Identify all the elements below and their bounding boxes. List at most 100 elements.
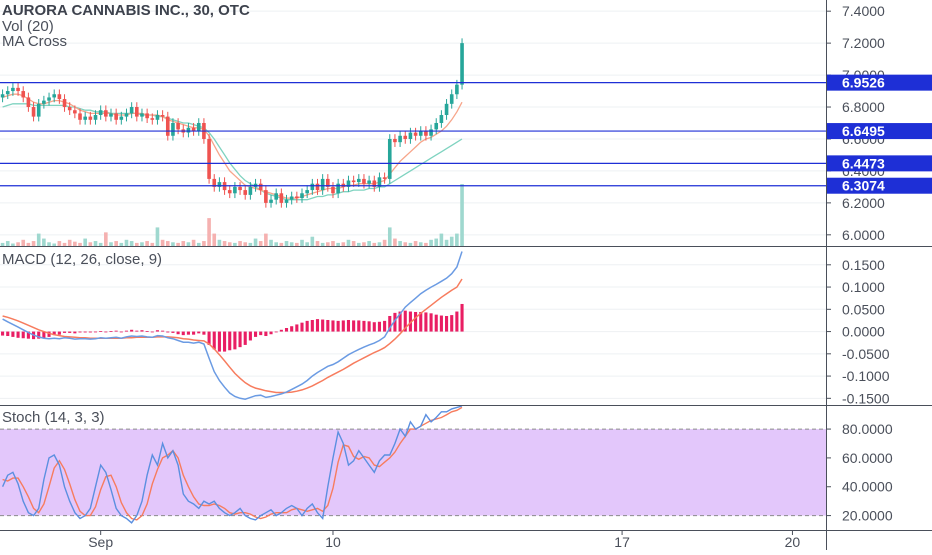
x-tick-label: Sep [88,534,113,550]
macd-y-tick-label: -0.0500 [842,346,890,362]
volume-bar [444,239,449,246]
macd-histogram-bar [212,331,216,350]
price-level-label: 6.9526 [842,75,885,91]
candle-body [284,199,289,203]
volume-bar [300,239,304,246]
macd-histogram-bar [181,331,185,336]
volume-bar [382,239,387,246]
candle-body [93,115,98,120]
macd-histogram-bar [186,331,190,335]
macd-histogram-bar [161,330,165,332]
macd-histogram-bar [326,319,330,332]
macd-histogram-bar [393,312,397,332]
volume-bar [356,242,361,246]
price-y-tick-label: 7.4000 [842,3,885,19]
candle-body [460,43,464,85]
macd-histogram-bar [403,310,407,332]
volume-bar [98,242,103,246]
candle-body [367,180,371,184]
volume-bar [171,242,175,246]
macd-histogram-bar [383,320,387,332]
candle-body [16,87,20,92]
volume-bar [5,241,10,246]
macd-histogram-bar [109,331,113,332]
candle-body [5,91,10,95]
volume-bar [341,242,346,246]
candle-body [42,100,46,104]
macd-histogram-bar [73,331,77,334]
price-y-tick-label: 6.8000 [842,99,885,115]
candle-body [196,123,201,131]
macd-histogram-bar [238,331,242,348]
volume-bar [155,227,160,246]
volume-bar [248,242,253,246]
volume-bar [346,239,351,246]
macd-histogram-bar [68,331,72,333]
volume-bar [191,239,196,246]
price-level-label: 6.6495 [842,123,885,139]
macd-histogram-bar [124,330,129,332]
macd-histogram-bar [93,331,98,333]
volume-bar [320,242,325,246]
candle-body [186,127,191,133]
volume-bar [418,242,423,246]
macd-panel-label: MACD (12, 26, close, 9) [2,251,163,268]
macd-histogram-bar [321,319,325,332]
volume-bar [274,242,279,246]
price-level-label-box [827,155,932,172]
macd-histogram-bar [37,331,41,339]
candle-body [351,180,356,183]
candle-body [21,91,26,98]
macd-histogram-bar [176,331,180,335]
candle-body [104,110,108,117]
volume-bar [114,241,118,246]
macd-histogram-bar [455,311,459,332]
volume-bar [186,242,191,246]
volume-bar [196,242,201,246]
stoch-k-line [1,405,463,524]
candle-body [217,182,222,187]
candle-body [31,107,36,117]
macd-histogram-bar [83,331,87,333]
price-level-label-box [827,74,932,91]
candle-body [274,193,279,200]
volume-bar [67,239,72,246]
macd-histogram-bar [450,315,454,332]
macd-histogram-bar [6,331,10,337]
volume-bar [11,243,15,246]
candle-body [129,107,134,114]
candle-body [326,178,330,187]
candle-body [119,116,124,120]
price-level-label-box [827,123,932,140]
volume-bar [140,242,144,246]
macd-histogram-bar [305,320,309,332]
candle-body [171,123,175,136]
candle-body [248,186,253,195]
candle-body [212,178,217,187]
candle-body [439,115,444,123]
volume-bar [88,242,93,246]
macd-histogram-bar [78,331,82,333]
candle-body [52,94,57,98]
macd-histogram-bar [135,330,139,332]
candle-body [310,183,315,191]
volume-bar [362,242,366,246]
candle-body [238,186,242,191]
candle-body [36,103,41,117]
volume-bar [21,239,26,246]
macd-histogram-bar [228,331,232,351]
price-y-tick-label: 6.2000 [842,195,885,211]
candle-body [243,190,248,195]
volume-bar [387,227,392,246]
candle-body [315,183,320,191]
macd-histogram-bar [357,320,361,332]
macd-histogram-bar [259,331,263,336]
macd-histogram-bar [352,320,356,332]
macd-histogram-bar [104,331,108,333]
macd-histogram-bar [223,331,227,352]
macd-histogram-bar [362,320,366,332]
macd-histogram-bar [119,331,123,333]
price-level-label-box [827,177,932,194]
volume-bar [78,242,82,246]
